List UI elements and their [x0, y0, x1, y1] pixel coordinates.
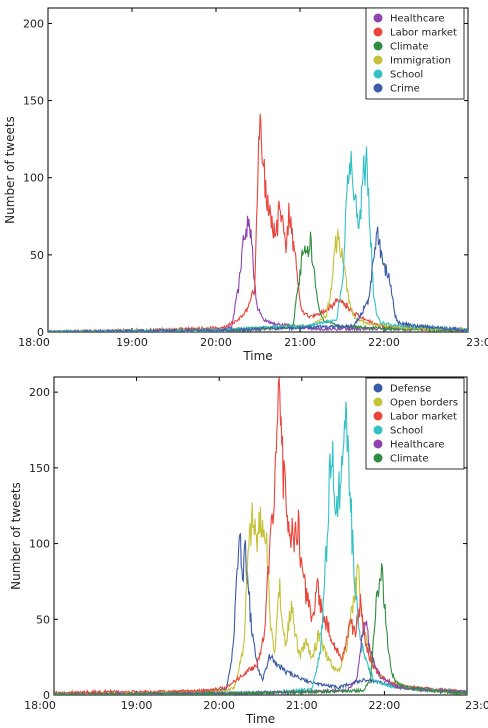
legend-label: Healthcare [390, 440, 445, 451]
legend-marker [373, 13, 383, 23]
y-tick-label: 50 [30, 249, 44, 262]
y-tick-label: 100 [29, 538, 50, 551]
series-line-climate [54, 563, 467, 695]
chart-panel-2: 0 50 100 150 200 18:00 19:00 20:00 21:00 22:00 23:… [9, 376, 488, 726]
legend-marker [373, 383, 383, 393]
legend-label: Labor market [390, 28, 457, 39]
legend-label: Crime [390, 84, 420, 95]
legend: Defense Open borders Labor market School Hea… [365, 377, 465, 470]
y-axis-title: Number of tweets [3, 116, 17, 224]
x-tick-label: 20:00 [200, 336, 232, 349]
legend-marker [373, 83, 383, 93]
y-tick-label: 150 [23, 95, 44, 108]
y-tick-label: 150 [29, 462, 50, 475]
legend-label: School [390, 426, 423, 437]
legend-label: Defense [390, 384, 431, 395]
x-tick-label: 23:00 [466, 336, 488, 349]
x-axis-title: Time [245, 712, 275, 726]
y-tick-label: 200 [23, 17, 44, 30]
legend-label: Healthcare [390, 14, 445, 25]
legend-marker [373, 55, 383, 65]
y-tick-label: 0 [43, 689, 50, 702]
legend-marker [373, 425, 383, 435]
x-tick-label: 21:00 [286, 699, 318, 712]
x-tick-label: 21:00 [284, 336, 316, 349]
x-tick-label: 19:00 [121, 699, 153, 712]
legend-box [365, 377, 465, 470]
legend-label: Labor market [390, 412, 457, 423]
y-tick-label: 50 [36, 613, 50, 626]
legend-label: School [390, 70, 423, 81]
legend-label: Climate [390, 454, 428, 465]
series-line-crime [48, 226, 468, 332]
legend-label: Open borders [390, 398, 458, 409]
x-tick-label: 19:00 [116, 336, 148, 349]
x-tick-label: 20:00 [203, 699, 235, 712]
y-tick-label: 100 [23, 172, 44, 185]
legend-marker [373, 69, 383, 79]
y-tick-label: 200 [29, 386, 50, 399]
x-tick-label: 22:00 [368, 336, 400, 349]
legend-marker [373, 453, 383, 463]
series-line-healthcare [48, 215, 468, 332]
x-tick-label: 23:00 [465, 699, 488, 712]
legend-label: Climate [390, 42, 428, 53]
legend-marker [373, 439, 383, 449]
y-tick-label: 0 [37, 326, 44, 339]
legend-label: Immigration [390, 56, 451, 67]
legend-marker [373, 411, 383, 421]
x-axis-title: Time [242, 349, 272, 363]
legend: Healthcare Labor market Climate Immigration… [365, 7, 465, 100]
legend-box [365, 7, 465, 100]
legend-marker [373, 397, 383, 407]
legend-marker [373, 41, 383, 51]
x-tick-label: 18:00 [24, 699, 56, 712]
chart-panel-1: 0 50 100 150 200 18:00 19:00 20:00 21:00 22:00 23:… [3, 7, 488, 363]
y-axis-title: Number of tweets [9, 482, 23, 590]
x-tick-label: 22:00 [369, 699, 401, 712]
legend-marker [373, 27, 383, 37]
x-tick-label: 18:00 [18, 336, 50, 349]
